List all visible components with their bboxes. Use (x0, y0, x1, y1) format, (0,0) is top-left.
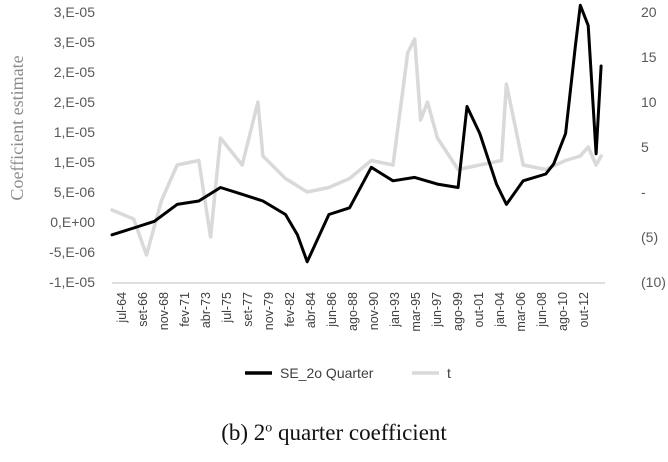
right-axis-ticks: 20 15 10 5 - (5) (10) (641, 4, 666, 290)
caption-suffix: quarter coefficient (272, 420, 447, 445)
x-tick-label: set-66 (136, 292, 150, 327)
right-tick-label: 10 (641, 94, 657, 110)
legend-label-se: SE_2o Quarter (280, 365, 374, 381)
x-tick-label: jan-04 (493, 292, 507, 328)
x-tick-label: ago-99 (451, 292, 465, 331)
left-axis-ticks: 3,E-05 3,E-05 2,E-05 2,E-05 1,E-05 1,E-05 5,E-… (49, 4, 95, 290)
x-tick-label: jul-75 (220, 292, 234, 324)
x-tick-label: jul-64 (115, 292, 129, 324)
right-tick-label: (10) (641, 274, 666, 290)
x-tick-label: set-77 (241, 292, 255, 327)
left-tick-label: 0,E+00 (50, 214, 95, 230)
x-tick-label: out-12 (577, 292, 591, 327)
x-axis-ticks: jul-64 set-66 nov-68 fev-71 abr-73 jul-75 set-… (115, 292, 591, 332)
left-tick-label: 2,E-05 (54, 64, 95, 80)
x-tick-label: mar-95 (409, 292, 423, 332)
caption-prefix: (b) 2 (221, 420, 266, 445)
right-tick-label: 15 (641, 49, 657, 65)
x-tick-label: nov-68 (157, 292, 171, 330)
left-tick-label: 1,E-05 (54, 124, 95, 140)
x-tick-label: nov-79 (262, 292, 276, 330)
left-tick-label: 3,E-05 (54, 4, 95, 20)
x-tick-label: jan-93 (388, 292, 402, 328)
right-tick-label: 5 (641, 139, 649, 155)
caption-superscript: o (265, 420, 273, 436)
right-tick-label: - (641, 184, 646, 200)
left-tick-label: -5,E-06 (49, 244, 95, 260)
x-tick-label: ago-10 (556, 292, 570, 331)
right-tick-label: (5) (641, 229, 658, 245)
left-tick-label: 3,E-05 (54, 34, 95, 50)
x-tick-label: abr-73 (199, 292, 213, 328)
right-tick-label: 20 (641, 4, 657, 20)
x-tick-label: mar-06 (514, 292, 528, 332)
x-tick-label: jun-97 (430, 292, 444, 328)
left-tick-label: 5,E-06 (54, 184, 95, 200)
x-tick-label: jun-08 (535, 292, 549, 328)
y-axis-title: Coefficient estimate (7, 55, 27, 200)
legend-label-t: t (447, 365, 451, 381)
x-tick-label: jun-86 (325, 292, 339, 328)
left-tick-label: 1,E-05 (54, 154, 95, 170)
x-tick-label: out-01 (472, 292, 486, 327)
x-tick-label: abr-84 (304, 292, 318, 328)
series-line-se (110, 3, 603, 264)
series-lines (110, 3, 603, 264)
figure-caption: (b) 2o quarter coefficient (0, 420, 668, 446)
x-tick-label: fev-71 (178, 292, 192, 327)
x-tick-label: nov-90 (367, 292, 381, 330)
left-tick-label: -1,E-05 (49, 274, 95, 290)
left-tick-label: 2,E-05 (54, 94, 95, 110)
x-tick-label: ago-88 (346, 292, 360, 331)
legend: SE_2o Quarter t (245, 365, 451, 381)
x-tick-label: fev-82 (283, 292, 297, 327)
series-line-t (110, 37, 603, 257)
